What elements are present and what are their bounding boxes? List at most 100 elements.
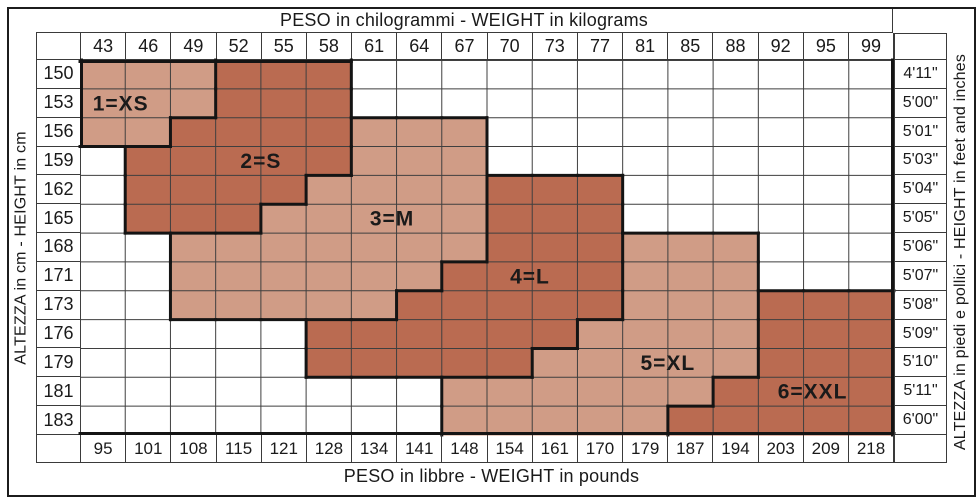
grid-cell-size-4 [487,233,533,263]
grid-cell-size-5 [622,290,669,321]
grid-cell-size-3 [260,233,307,263]
grid-cell-size-6 [848,290,895,321]
size-region-label-l: 4=L [510,265,550,288]
cm-value: 153 [37,89,80,118]
grid-cell-size-4 [487,175,533,205]
grid-cell-size-4 [487,319,533,349]
grid-cell-size-5 [532,377,578,407]
grid-cell-size-6 [713,377,759,407]
size-region-label-m: 3=M [370,208,414,231]
ft-value: 5'09" [894,319,946,349]
grid-cell-size-3 [260,204,307,234]
grid-cell-size-2 [215,146,262,176]
ft-value: 5'10" [894,348,946,378]
cm-value: 176 [37,320,80,349]
grid-cell-size-6 [758,319,805,349]
grid-cell-size-5 [713,233,759,263]
grid-cell-size-6 [803,319,850,349]
grid-cell-size-4 [577,233,624,263]
grid-cell-size-4 [441,348,488,378]
ft-value: 5'07" [894,261,946,291]
cm-value: 173 [37,291,80,320]
grid-cell-size-3 [351,261,398,292]
ft-value: 5'01" [894,117,946,147]
grid-cell-size-2 [260,175,307,205]
grid-cell-size-3 [306,261,352,292]
kg-value: 49 [171,33,217,59]
grid-cell-size-1 [80,60,126,90]
lb-value: 95 [81,435,127,462]
kg-value: 85 [668,33,714,59]
grid-cell-size-5 [577,319,624,349]
grid-cell-size-3 [306,204,352,234]
cm-value: 171 [37,262,80,291]
grid-cell-size-3 [170,233,217,263]
grid-cell-size-4 [396,319,443,349]
grid-cell-size-3 [260,290,307,321]
lb-value: 209 [804,435,849,462]
grid-cell-size-3 [306,233,352,263]
grid-cell-size-5 [667,233,714,263]
grid-cell-size-5 [667,261,714,292]
grid-cell-size-6 [758,348,805,378]
grid-cell-size-5 [622,406,669,436]
grid-cell-size-3 [441,175,488,205]
kg-value: 73 [533,33,578,59]
grid-cell-size-5 [667,290,714,321]
grid-cell-size-3 [351,146,398,176]
grid-cell-size-2 [215,60,262,90]
grid-cell-size-4 [441,290,488,321]
cm-value: 165 [37,204,80,234]
grid-cell-size-4 [487,348,533,378]
kg-value: 43 [81,33,127,59]
grid-cell-size-4 [306,319,352,349]
grid-cell-size-3 [215,290,262,321]
cm-value: 156 [37,118,80,147]
grid-cell-size-4 [441,261,488,292]
weight-lb-footer-row: 95 101 108 115 121 128 134 141 148 154 161 170 179 18… [36,435,895,463]
grid-cell-size-3 [396,261,443,292]
height-cm-column: 150 153 156 159 162 165 168 171 173 176 179 181 183 [36,60,81,435]
cm-value: 150 [37,60,80,89]
grid-cell-size-3 [351,290,398,321]
kg-value: 81 [623,33,669,59]
grid-cell-size-2 [260,88,307,119]
ft-value: 5'11" [894,377,946,407]
grid-cell-size-5 [667,348,714,378]
kg-value: 92 [759,33,804,59]
ft-column-header-spacer [894,33,946,60]
grid-cell-size-6 [803,377,850,407]
cm-value: 159 [37,147,80,176]
grid-cell-size-3 [396,175,443,205]
grid-cell-size-6 [803,406,850,436]
grid-cell-size-5 [441,406,488,436]
grid-cell-size-1 [170,88,217,119]
grid-cell-size-4 [351,319,398,349]
kg-value: 77 [578,33,624,59]
lb-value: 134 [352,435,398,462]
ft-value: 5'03" [894,146,946,176]
lb-value: 194 [713,435,759,462]
grid-cell-size-5 [577,406,624,436]
ft-value: 5'05" [894,204,946,234]
lb-value: 161 [533,435,578,462]
cm-value: 168 [37,233,80,262]
lb-value: 121 [262,435,307,462]
grid-cell-size-6 [848,348,895,378]
ft-value: 5'04" [894,175,946,205]
lb-value: 187 [668,435,714,462]
grid-cell-size-2 [306,146,352,176]
grid-cell-size-6 [758,406,805,436]
grid-cell-size-2 [215,117,262,148]
grid-cell-size-2 [170,204,217,234]
kg-value: 95 [804,33,849,59]
title-pounds-text: PESO in libbre - WEIGHT in pounds [343,466,640,486]
grid-cell-size-5 [622,348,669,378]
grid-cell-size-5 [622,233,669,263]
grid-cell-size-3 [260,261,307,292]
ft-column-footer-spacer [894,435,946,463]
ft-value: 5'08" [894,290,946,320]
kg-value: 88 [713,33,759,59]
grid-cell-size-1 [80,88,126,119]
